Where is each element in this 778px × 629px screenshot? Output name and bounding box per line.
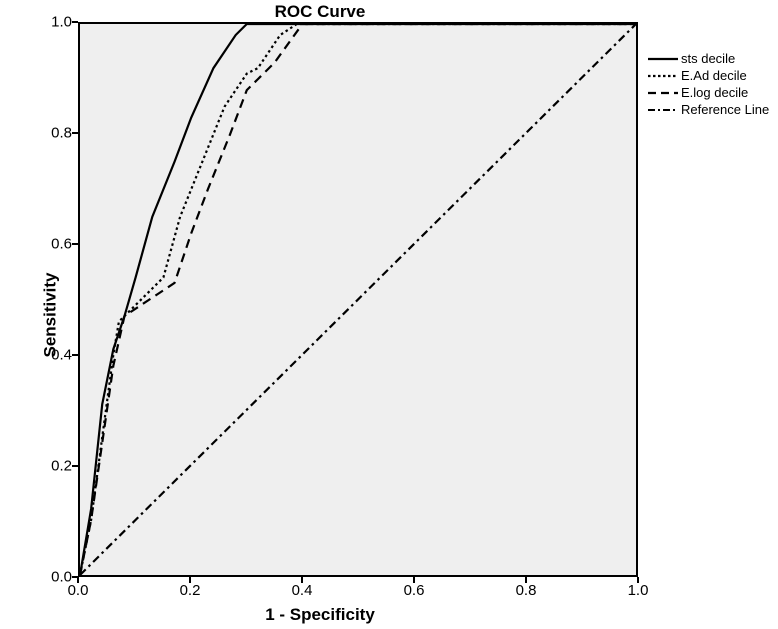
x-tick-label: 0.0 bbox=[68, 582, 89, 599]
y-axis-label: Sensitivity bbox=[41, 272, 61, 357]
legend-swatch bbox=[648, 52, 678, 66]
y-tick-label: 0.2 bbox=[12, 458, 72, 475]
legend-item-elog: E.log decile bbox=[648, 84, 769, 101]
legend-swatch bbox=[648, 69, 678, 83]
x-tick-label: 0.6 bbox=[404, 582, 425, 599]
y-tick-label: 0.0 bbox=[12, 569, 72, 586]
legend-item-ead: E.Ad decile bbox=[648, 67, 769, 84]
y-tick-label: 0.6 bbox=[12, 236, 72, 253]
legend-item-ref: Reference Line bbox=[648, 101, 769, 118]
legend-swatch bbox=[648, 86, 678, 100]
x-tick-label: 1.0 bbox=[628, 582, 649, 599]
y-tick-label: 1.0 bbox=[12, 14, 72, 31]
series-reference-line bbox=[80, 24, 636, 575]
legend-item-sts: sts decile bbox=[648, 50, 769, 67]
plot-area bbox=[78, 22, 638, 577]
x-axis-label: 1 - Specificity bbox=[0, 605, 640, 625]
legend-label: sts decile bbox=[681, 51, 735, 66]
y-tick-label: 0.4 bbox=[12, 347, 72, 364]
y-tick-label: 0.8 bbox=[12, 125, 72, 142]
legend-swatch bbox=[648, 103, 678, 117]
x-tick-label: 0.4 bbox=[292, 582, 313, 599]
plot-svg bbox=[80, 24, 636, 575]
x-tick-label: 0.8 bbox=[516, 582, 537, 599]
chart-title: ROC Curve bbox=[0, 2, 640, 22]
legend-label: Reference Line bbox=[681, 102, 769, 117]
x-tick-label: 0.2 bbox=[180, 582, 201, 599]
legend: sts decile E.Ad decile E.log decile Refe… bbox=[648, 50, 769, 118]
legend-label: E.Ad decile bbox=[681, 68, 747, 83]
legend-label: E.log decile bbox=[681, 85, 748, 100]
roc-chart: ROC Curve Sensitivity 1 - Specificity 0.… bbox=[0, 0, 778, 629]
